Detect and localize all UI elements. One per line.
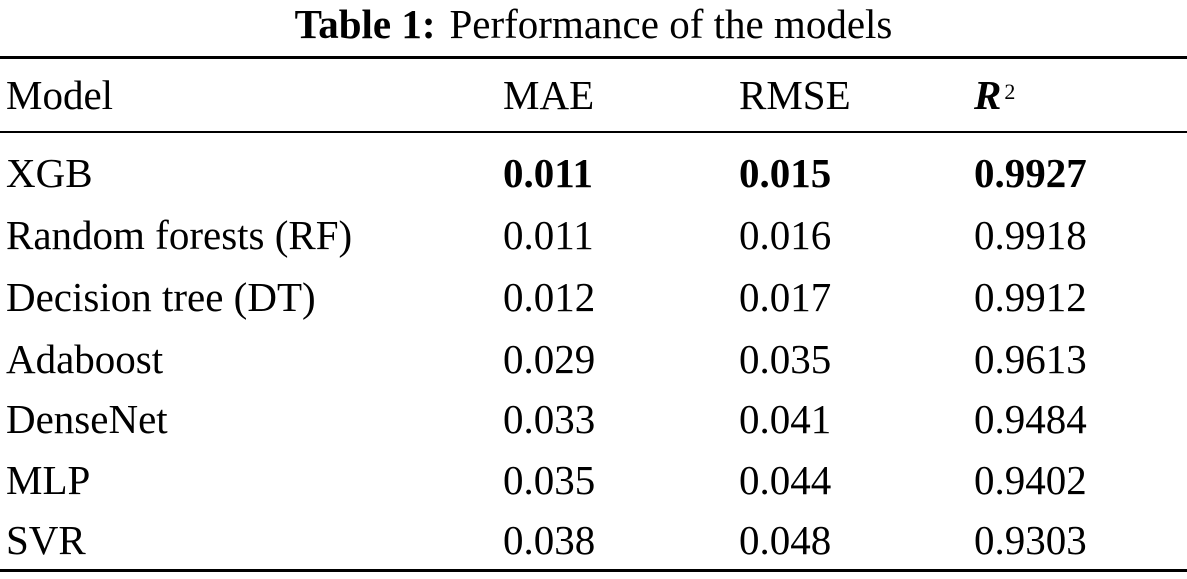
table-top-rule (0, 56, 1187, 59)
cell-mae: 0.011 (503, 212, 594, 258)
cell-model: Adaboost (6, 336, 164, 382)
table-row: XGB 0.011 0.015 0.9927 (0, 142, 1187, 204)
cell-r2: 0.9613 (974, 336, 1087, 382)
header-r2-superscript: 2 (1004, 79, 1016, 104)
cell-model: SVR (6, 517, 86, 563)
table-header-rule (0, 131, 1187, 133)
table-caption-label: Table 1: (294, 1, 436, 47)
cell-r2: 0.9402 (974, 457, 1087, 503)
cell-mae: 0.035 (503, 457, 596, 503)
cell-model: Decision tree (DT) (6, 274, 316, 320)
cell-rmse: 0.016 (739, 212, 832, 258)
cell-mae: 0.012 (503, 274, 596, 320)
table-caption: Table 1: Performance of the models (0, 0, 1187, 52)
cell-rmse: 0.041 (739, 396, 832, 442)
header-r2-symbol: R (974, 72, 1002, 118)
header-rmse: RMSE (739, 72, 851, 118)
table-row: Adaboost 0.029 0.035 0.9613 (0, 328, 1187, 390)
table-bottom-rule (0, 569, 1187, 572)
cell-rmse: 0.044 (739, 457, 832, 503)
cell-mae: 0.033 (503, 396, 596, 442)
cell-r2: 0.9303 (974, 517, 1087, 563)
cell-r2: 0.9918 (974, 212, 1087, 258)
cell-model: XGB (6, 150, 93, 196)
cell-model: DenseNet (6, 396, 168, 442)
table-row: Decision tree (DT) 0.012 0.017 0.9912 (0, 266, 1187, 328)
cell-mae: 0.038 (503, 517, 596, 563)
table-row: MLP 0.035 0.044 0.9402 (0, 449, 1187, 511)
table-caption-text: Performance of the models (449, 1, 893, 47)
cell-model: MLP (6, 457, 91, 503)
table-row: DenseNet 0.033 0.041 0.9484 (0, 388, 1187, 450)
header-model: Model (6, 72, 114, 118)
table-row: SVR 0.038 0.048 0.9303 (0, 509, 1187, 571)
cell-r2: 0.9912 (974, 274, 1087, 320)
header-mae: MAE (503, 72, 595, 118)
cell-r2: 0.9927 (974, 150, 1087, 196)
cell-rmse: 0.017 (739, 274, 832, 320)
cell-mae: 0.029 (503, 336, 596, 382)
cell-model: Random forests (RF) (6, 212, 353, 258)
cell-rmse: 0.015 (739, 150, 832, 196)
cell-r2: 0.9484 (974, 396, 1087, 442)
cell-mae: 0.011 (503, 150, 593, 196)
cell-rmse: 0.048 (739, 517, 832, 563)
table-row: Random forests (RF) 0.011 0.016 0.9918 (0, 204, 1187, 266)
cell-rmse: 0.035 (739, 336, 832, 382)
